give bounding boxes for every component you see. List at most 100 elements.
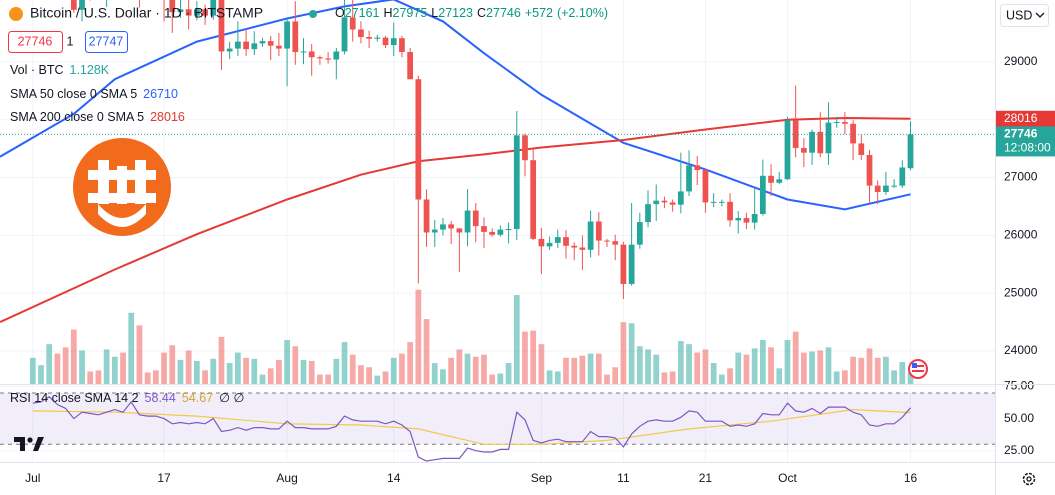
ohlc-value: 27161 — [345, 6, 380, 20]
x-tick-label: 16 — [904, 471, 918, 485]
volume-bar — [87, 371, 94, 384]
candle-body — [366, 37, 372, 39]
candle-body — [251, 43, 258, 50]
currency[interactable]: USD — [1006, 8, 1032, 22]
volume-bar — [70, 329, 77, 384]
volume-bar — [686, 344, 692, 384]
volume-bar — [415, 289, 422, 384]
sma-price-box — [996, 110, 1055, 127]
ohlc-value: 27746 — [486, 6, 521, 20]
candle-body — [325, 58, 331, 60]
candle-body — [185, 9, 192, 16]
volume-bar — [669, 371, 676, 384]
volume-bar — [341, 342, 348, 384]
candle-body — [300, 51, 307, 53]
volume-bar — [628, 323, 635, 384]
candle-body — [563, 237, 569, 246]
candle-body — [702, 170, 709, 203]
ohlc-letter: L — [431, 6, 438, 20]
volume-bar — [358, 365, 364, 384]
candle-body — [243, 41, 249, 50]
x-tick-label: Sep — [531, 471, 553, 485]
volume-bar — [407, 342, 414, 384]
dropdown-arrow[interactable] — [1035, 12, 1045, 18]
volume-bar — [891, 370, 897, 384]
candle-body — [448, 224, 455, 229]
volume-bar — [899, 362, 906, 384]
volume-bar — [111, 356, 118, 384]
ask-box[interactable] — [85, 31, 128, 53]
volume-bar — [768, 347, 774, 384]
y-tick-label: 26000 — [1004, 228, 1038, 242]
legend-extra: ∅ ∅ — [219, 391, 244, 405]
candle-body — [677, 191, 684, 205]
volume-bar — [284, 340, 290, 384]
candle-body — [817, 131, 824, 154]
volume-bar — [448, 357, 455, 384]
candle-body — [727, 201, 733, 221]
y-tick-label: 27000 — [1004, 170, 1038, 184]
legend-value: 1.128K — [70, 63, 110, 77]
candle-body — [743, 218, 750, 223]
bid[interactable]: 27746 — [18, 34, 53, 48]
candle-body — [604, 240, 610, 242]
volume-bar — [883, 356, 889, 384]
candle-body — [653, 200, 660, 205]
candle-body — [595, 221, 602, 241]
volume-bar — [620, 322, 627, 384]
bid-box[interactable] — [8, 31, 63, 53]
candle-body — [874, 185, 881, 192]
volume-bar — [374, 375, 381, 384]
ohlc-letter: O — [335, 6, 345, 20]
volume-bar — [579, 355, 586, 384]
flag-icon[interactable] — [908, 359, 928, 379]
candle-body — [226, 48, 233, 52]
candle-body — [382, 37, 389, 46]
candle-body — [661, 200, 668, 203]
volume-bar — [612, 367, 619, 384]
volume-bar — [235, 352, 241, 384]
volume-bar — [185, 350, 192, 384]
ask[interactable]: 27747 — [89, 34, 124, 48]
candle-body — [571, 245, 578, 248]
volume-bar — [743, 354, 750, 384]
legend-name: RSI 14 close SMA 14 2 — [10, 391, 139, 405]
candle-body — [472, 210, 479, 227]
volume-bar — [472, 356, 479, 384]
volume-bar — [431, 363, 438, 384]
volume-bar — [382, 371, 389, 384]
candle-body — [751, 213, 758, 223]
rsi-tick-label: 75.00 — [1004, 379, 1034, 393]
volume-bar — [571, 357, 578, 384]
candle-body — [423, 199, 430, 233]
candle-body — [522, 135, 528, 161]
volume-bar — [161, 352, 167, 384]
candle-body — [481, 226, 487, 232]
volume-bar — [850, 356, 856, 384]
candle-body — [415, 79, 422, 200]
x-tick-label: Jul — [25, 471, 40, 485]
volume-bar — [636, 346, 643, 384]
candle-body — [768, 175, 774, 183]
volume-bar — [751, 348, 758, 384]
rsi-legend: RSI 14 close SMA 14 2 58.44 54.67 ∅ ∅ — [10, 391, 244, 405]
x-tick-label: 11 — [617, 471, 630, 485]
candle-body — [686, 165, 692, 192]
countdown: 12:08:00 — [1004, 141, 1051, 155]
volume-bar — [169, 345, 176, 384]
volume-bar — [694, 352, 701, 384]
volume-bar — [325, 374, 331, 384]
candle-body — [899, 167, 906, 186]
volume-bar — [809, 351, 815, 384]
volume-bar — [784, 340, 791, 384]
settings-icon[interactable] — [1022, 472, 1036, 486]
sma-price-label: 28016 — [1004, 111, 1038, 125]
volume-bar — [54, 353, 61, 384]
volume-bar — [710, 363, 717, 384]
candle-body — [464, 210, 471, 233]
candle-body — [718, 201, 725, 203]
currency-button[interactable] — [1000, 4, 1049, 27]
volume-bar — [489, 374, 496, 384]
candle-body — [866, 154, 873, 186]
